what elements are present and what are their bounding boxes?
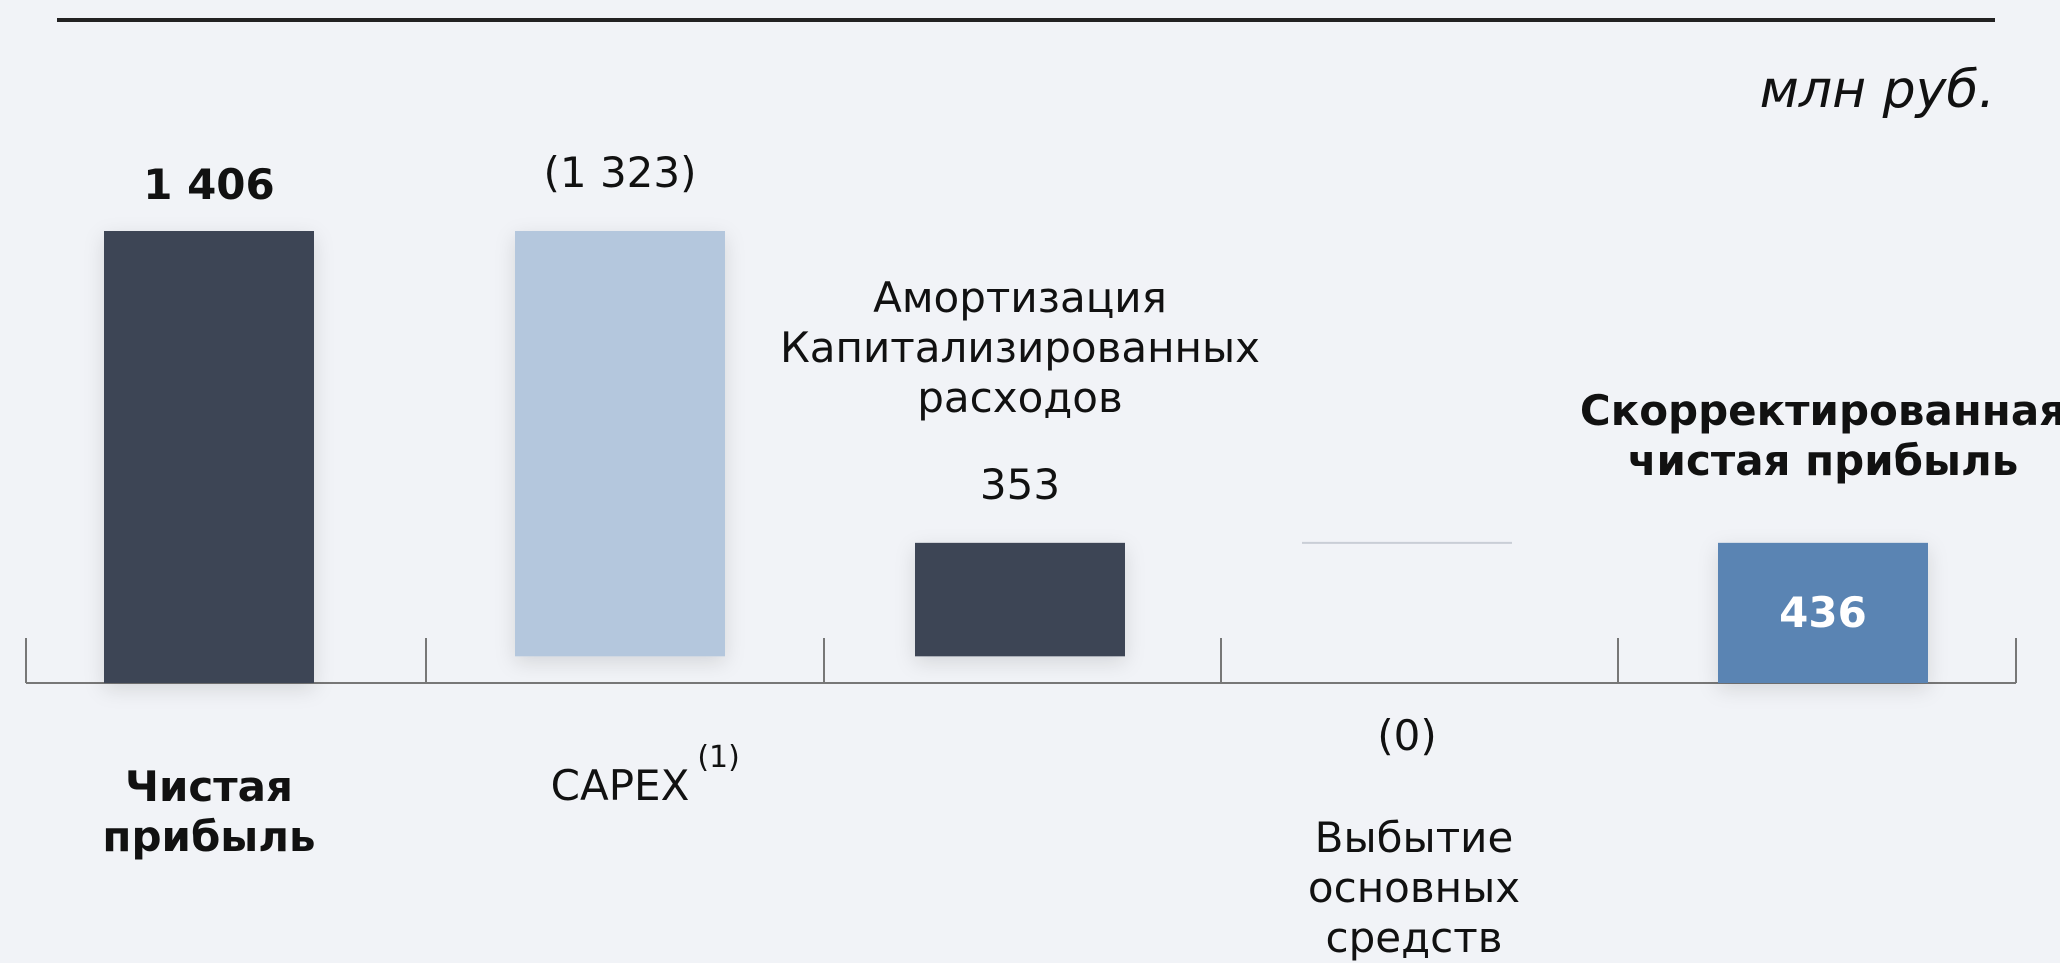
value-label: 1 406 — [143, 160, 275, 209]
category-label: Амортизация Капитализированных расходов — [779, 273, 1261, 422]
bar — [1718, 542, 1928, 683]
value-label: (1 323) — [543, 148, 697, 197]
dividers — [25, 638, 2017, 683]
bar — [915, 542, 1125, 657]
bar — [104, 231, 314, 683]
unit-label: млн руб. — [1759, 60, 1995, 120]
bar — [515, 231, 725, 657]
value-label: 353 — [979, 459, 1061, 509]
category-label: Скорректированная чистая прибыль — [1579, 386, 2060, 485]
value-label: 436 — [1779, 587, 1867, 637]
category-label: CAPEX — [550, 761, 690, 810]
value-label: (0) — [1377, 711, 1437, 760]
category-label: Выбытие основных средств — [1307, 813, 1521, 962]
footnote-mark: (1) — [697, 740, 740, 775]
category-label: Чистая прибыль — [102, 762, 316, 861]
